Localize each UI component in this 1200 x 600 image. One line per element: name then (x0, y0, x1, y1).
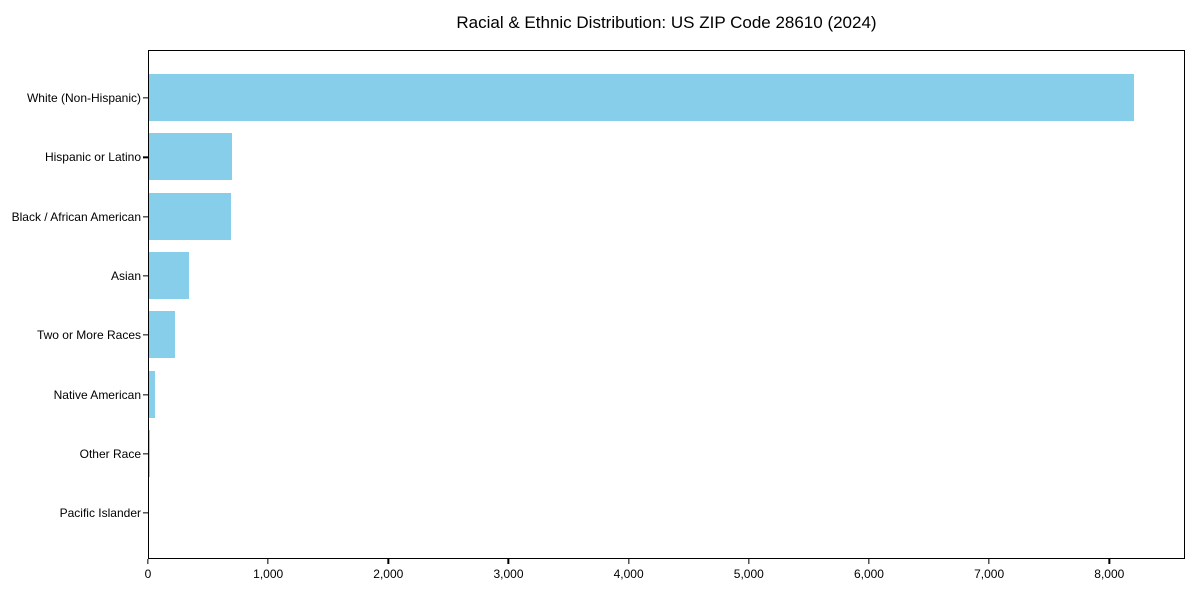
bar-native-american (149, 370, 155, 418)
y-axis-label: Two or More Races (36, 328, 141, 343)
x-tick-label: 0 (144, 567, 152, 581)
x-tick-label: 8,000 (1094, 567, 1125, 581)
chart-title: Racial & Ethnic Distribution: US ZIP Cod… (456, 13, 877, 32)
y-axis-label: Black / African American (11, 209, 141, 224)
bar-black-african-american (149, 192, 232, 240)
y-tick-mark (143, 215, 148, 218)
x-tick-mark (868, 559, 870, 564)
x-tick-mark (627, 559, 630, 564)
x-tick-mark (147, 559, 149, 564)
x-tick-label: 2,000 (373, 567, 404, 581)
x-tick-mark (267, 559, 269, 564)
x-tick-mark (988, 559, 990, 564)
x-tick-mark (748, 559, 750, 564)
y-tick-mark (143, 393, 148, 396)
y-tick-mark (143, 453, 148, 455)
bar-white-non-hispanic (149, 74, 1134, 121)
x-tick-mark (1108, 559, 1110, 564)
y-tick-mark (143, 97, 148, 99)
x-tick-mark (387, 559, 389, 564)
x-tick-mark (507, 559, 510, 564)
x-tick-label: 1,000 (253, 567, 284, 581)
bar-other-race (149, 429, 150, 477)
bar-hispanic-or-latino (149, 133, 233, 181)
bar-two-or-more-races (149, 311, 176, 359)
y-axis-label: Other Race (79, 446, 141, 461)
y-axis-label: Asian (110, 268, 141, 283)
y-axis-label: Pacific Islander (59, 506, 141, 521)
x-tick-label: 7,000 (974, 567, 1005, 581)
y-tick-mark (143, 334, 148, 336)
y-tick-mark (143, 156, 148, 158)
x-tick-label: 3,000 (493, 567, 524, 581)
y-axis-label: White (Non-Hispanic) (26, 91, 141, 105)
plot-area (148, 50, 1185, 559)
x-tick-label: 6,000 (853, 567, 884, 581)
x-tick-label: 4,000 (613, 567, 644, 581)
x-tick-label: 5,000 (733, 567, 764, 581)
y-axis-label: Native American (53, 387, 141, 402)
y-tick-mark (143, 275, 148, 277)
y-tick-mark (143, 512, 148, 514)
bar-asian (149, 251, 189, 299)
y-axis-label: Hispanic or Latino (44, 150, 141, 165)
